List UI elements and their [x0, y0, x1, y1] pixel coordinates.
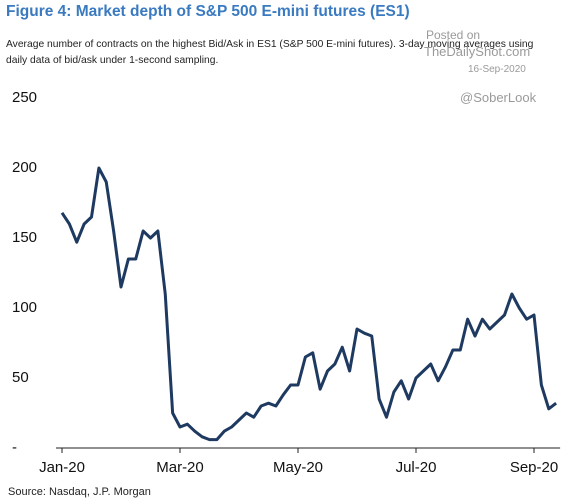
source: Source: Nasdaq, J.P. Morgan: [8, 486, 151, 498]
y-tick-label: 150: [12, 229, 37, 246]
x-tick-label: Jul-20: [396, 459, 437, 476]
chart-title: Figure 4: Market depth of S&P 500 E-mini…: [6, 3, 410, 20]
y-tick-label: 50: [12, 369, 29, 386]
x-tick-label: Sep-20: [510, 459, 558, 476]
y-tick-label: -: [12, 439, 17, 456]
y-tick-label: 250: [12, 89, 37, 106]
chart-subtitle: Average number of contracts on the highe…: [6, 39, 534, 66]
watermark: Posted on: [426, 28, 481, 42]
y-tick-label: 100: [12, 299, 37, 316]
watermark: 16-Sep-2020: [468, 64, 526, 75]
x-tick-label: Jan-20: [39, 459, 85, 476]
watermark: TheDailyShot.com: [424, 44, 531, 59]
x-tick-label: Mar-20: [156, 459, 204, 476]
x-tick-label: May-20: [273, 459, 323, 476]
data-line: [60, 166, 558, 442]
y-tick-label: 200: [12, 159, 37, 176]
watermark: @SoberLook: [460, 90, 537, 105]
